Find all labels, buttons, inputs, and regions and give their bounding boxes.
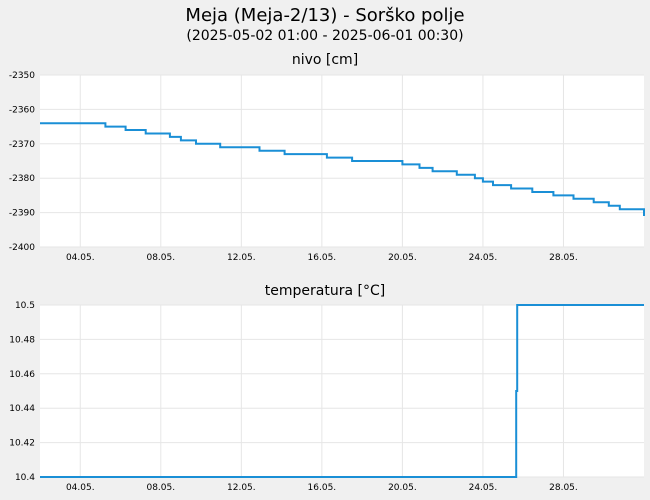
level-y-tick-label: -2350 — [9, 71, 35, 81]
temperature-chart-panel: temperatura [°C] 04.05. 08.05. 12.05. 16.05… — [9, 283, 644, 493]
temperature-x-tick-label: 04.05. — [66, 483, 95, 493]
level-y-tick-label: -2400 — [9, 243, 35, 253]
chart-title: Meja (Meja-2/13) - Sorško polje — [185, 5, 464, 26]
level-plot-area — [40, 75, 644, 247]
temperature-y-tick-label: 10.48 — [9, 335, 35, 345]
temperature-x-tick-label: 16.05. — [308, 483, 337, 493]
level-chart-panel: nivo [cm] 04.05. 08.05. 12.05. 16.05. 20.05.… — [9, 52, 645, 263]
level-x-tick-label: 12.05. — [227, 253, 256, 263]
chart-subtitle: (2025-05-02 01:00 - 2025-06-01 00:30) — [186, 28, 463, 44]
temperature-x-tick-label: 20.05. — [388, 483, 417, 493]
temperature-x-tick-label: 08.05. — [146, 483, 175, 493]
temperature-series-line — [40, 304, 644, 478]
level-y-tick-label: -2370 — [9, 140, 35, 150]
level-x-tick-label: 24.05. — [469, 253, 498, 263]
level-x-tick-label: 20.05. — [388, 253, 417, 263]
temperature-y-tick-label: 10.46 — [9, 370, 35, 380]
level-y-tick-label: -2360 — [9, 105, 35, 115]
temperature-x-tick-label: 28.05. — [549, 483, 578, 493]
level-x-tick-label: 16.05. — [308, 253, 337, 263]
level-y-tick-label: -2390 — [9, 209, 35, 219]
temperature-chart-title: temperatura [°C] — [265, 283, 385, 299]
level-x-tick-label: 28.05. — [549, 253, 578, 263]
temperature-y-tick-label: 10.4 — [15, 473, 35, 483]
level-chart-title: nivo [cm] — [292, 52, 358, 68]
temperature-y-tick-label: 10.44 — [9, 404, 35, 414]
temperature-y-tick-label: 10.5 — [15, 301, 35, 311]
level-y-tick-label: -2380 — [9, 174, 35, 184]
temperature-plot-area — [40, 305, 644, 477]
temperature-y-tick-label: 10.42 — [9, 439, 35, 449]
level-x-tick-label: 04.05. — [66, 253, 95, 263]
level-x-tick-label: 08.05. — [146, 253, 175, 263]
level-series-line — [40, 122, 645, 216]
temperature-x-tick-label: 24.05. — [469, 483, 498, 493]
temperature-x-tick-label: 12.05. — [227, 483, 256, 493]
